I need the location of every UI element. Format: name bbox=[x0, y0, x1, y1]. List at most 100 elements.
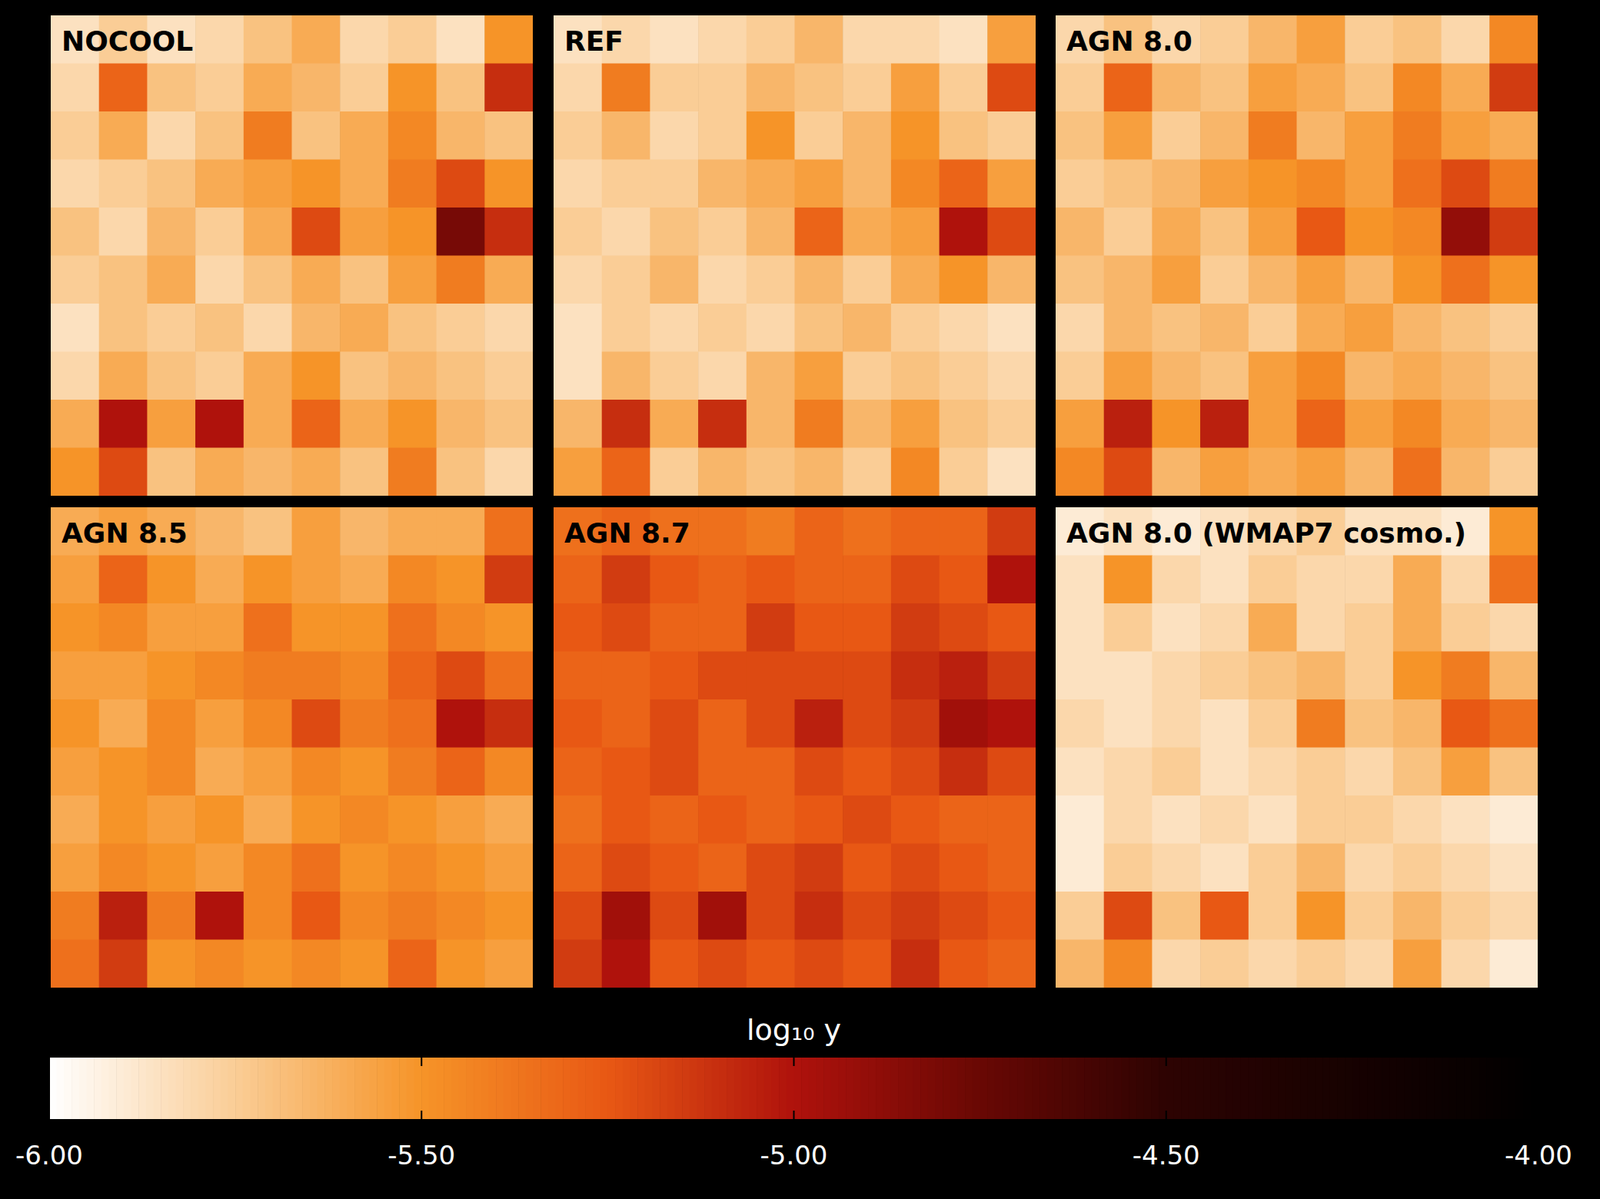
heatmap-cell bbox=[484, 844, 533, 893]
heatmap-cell bbox=[795, 891, 844, 941]
colorbar-tick bbox=[1165, 1111, 1168, 1121]
colorbar-segment bbox=[1017, 1057, 1025, 1121]
colorbar-segment bbox=[905, 1057, 914, 1121]
colorbar-segment bbox=[1009, 1057, 1018, 1121]
heatmap-cell bbox=[1297, 651, 1346, 701]
heatmap-cell bbox=[1297, 795, 1346, 845]
heatmap-cell bbox=[436, 891, 486, 941]
colorbar-segment bbox=[1084, 1057, 1092, 1121]
heatmap-cell bbox=[1393, 748, 1442, 797]
heatmap-cell bbox=[842, 507, 892, 556]
heatmap-cell bbox=[987, 940, 1036, 989]
heatmap-cell bbox=[1055, 448, 1105, 497]
heatmap-cell bbox=[50, 111, 100, 160]
colorbar-segment bbox=[1247, 1057, 1256, 1121]
heatmap-cell bbox=[987, 891, 1036, 941]
colorbar-segment bbox=[622, 1057, 631, 1121]
heatmap-cell bbox=[50, 555, 100, 605]
colorbar-segment bbox=[1121, 1057, 1130, 1121]
heatmap-cell bbox=[1344, 940, 1394, 989]
heatmap-cell bbox=[1489, 555, 1538, 605]
colorbar-segment bbox=[399, 1057, 407, 1121]
heatmap-cell bbox=[195, 448, 244, 497]
heatmap-cell bbox=[553, 748, 603, 797]
heatmap-cell bbox=[1104, 603, 1153, 652]
heatmap-cell bbox=[939, 256, 988, 305]
heatmap-cell bbox=[146, 159, 196, 209]
heatmap-cell bbox=[436, 352, 486, 401]
heatmap-cell bbox=[602, 256, 651, 305]
heatmap-cell bbox=[987, 844, 1036, 893]
colorbar-segment bbox=[853, 1057, 862, 1121]
heatmap-cell bbox=[1441, 940, 1491, 989]
colorbar-segment bbox=[1300, 1057, 1308, 1121]
heatmap-cell bbox=[1104, 699, 1153, 749]
heatmap-cell bbox=[436, 555, 486, 605]
heatmap-cell bbox=[436, 748, 486, 797]
heatmap-cell bbox=[602, 448, 651, 497]
heatmap-cell bbox=[1344, 795, 1394, 845]
heatmap-cell bbox=[243, 63, 293, 113]
heatmap-cell bbox=[388, 352, 437, 401]
heatmap-cell bbox=[987, 555, 1036, 605]
heatmap-cell bbox=[1441, 159, 1491, 209]
colorbar-segment bbox=[734, 1057, 742, 1121]
heatmap-cell bbox=[842, 699, 892, 749]
colorbar-segment bbox=[555, 1057, 564, 1121]
colorbar-segment bbox=[1270, 1057, 1278, 1121]
heatmap-cell bbox=[1248, 448, 1298, 497]
heatmap-cell bbox=[1200, 651, 1249, 701]
colorbar-segment bbox=[600, 1057, 609, 1121]
heatmap-cell bbox=[1297, 699, 1346, 749]
colorbar-segment bbox=[1344, 1057, 1353, 1121]
heatmap-cell bbox=[1393, 603, 1442, 652]
colorbar-segment bbox=[794, 1057, 802, 1121]
heatmap-cell bbox=[1297, 207, 1346, 257]
heatmap-cell bbox=[553, 111, 603, 160]
heatmap-cell bbox=[1344, 603, 1394, 652]
colorbar-segment bbox=[912, 1057, 921, 1121]
heatmap-cell bbox=[1200, 555, 1249, 605]
heatmap-cell bbox=[1489, 207, 1538, 257]
heatmap-cell bbox=[602, 699, 651, 749]
heatmap-cell bbox=[698, 555, 747, 605]
colorbar-segment bbox=[116, 1057, 124, 1121]
colorbar-segment bbox=[1054, 1057, 1062, 1121]
heatmap-cell bbox=[195, 15, 244, 64]
colorbar-segment bbox=[287, 1057, 296, 1121]
heatmap-cell bbox=[746, 507, 796, 556]
heatmap-cell bbox=[602, 555, 651, 605]
heatmap-cell bbox=[50, 63, 100, 113]
panel-title: AGN 8.0 (WMAP7 cosmo.) bbox=[1066, 517, 1467, 549]
heatmap-cell bbox=[436, 256, 486, 305]
heatmap-cell bbox=[99, 795, 148, 845]
heatmap-cell bbox=[649, 159, 699, 209]
heatmap-cell bbox=[698, 256, 747, 305]
heatmap-cell bbox=[50, 399, 100, 449]
colorbar-segment bbox=[823, 1057, 832, 1121]
colorbar-segment bbox=[481, 1057, 489, 1121]
heatmap-cell bbox=[649, 555, 699, 605]
colorbar-segment bbox=[250, 1057, 259, 1121]
heatmap-cell bbox=[1151, 207, 1201, 257]
heatmap-cell bbox=[1248, 603, 1298, 652]
heatmap-cell bbox=[1248, 844, 1298, 893]
heatmap-cell bbox=[99, 844, 148, 893]
heatmap-cell bbox=[1104, 352, 1153, 401]
heatmap-cell bbox=[484, 748, 533, 797]
heatmap-cell bbox=[1393, 940, 1442, 989]
heatmap-cell bbox=[146, 63, 196, 113]
heatmap-cell bbox=[746, 555, 796, 605]
heatmap-cell bbox=[436, 603, 486, 652]
colorbar-segment bbox=[548, 1057, 556, 1121]
heatmap-cell bbox=[1248, 352, 1298, 401]
colorbar-segment bbox=[168, 1057, 177, 1121]
heatmap-cell bbox=[292, 399, 341, 449]
colorbar-segment bbox=[898, 1057, 906, 1121]
heatmap-cell bbox=[891, 448, 940, 497]
colorbar-segment bbox=[1240, 1057, 1249, 1121]
heatmap-cell bbox=[842, 63, 892, 113]
heatmap-cell bbox=[50, 603, 100, 652]
colorbar-segment bbox=[1411, 1057, 1420, 1121]
heatmap-cell bbox=[339, 63, 389, 113]
